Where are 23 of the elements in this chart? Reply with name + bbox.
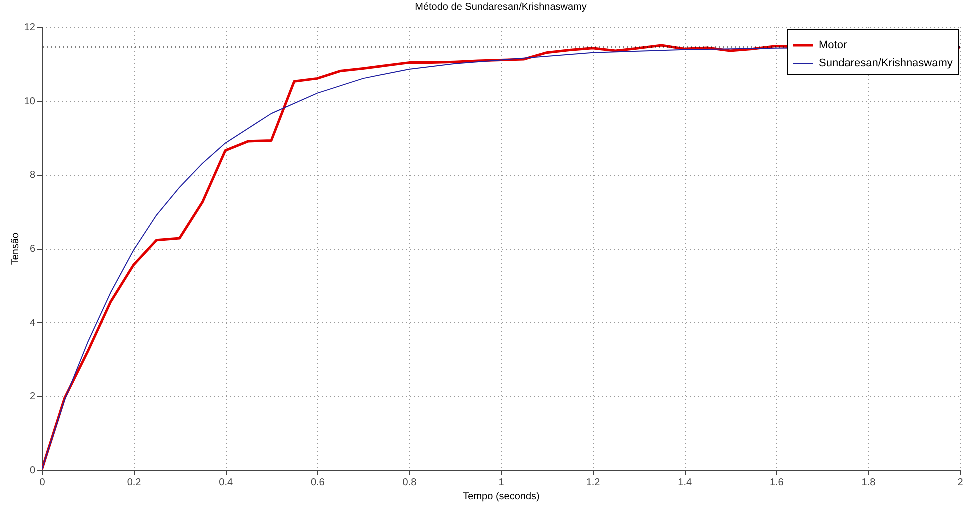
y-tick-label: 6 bbox=[30, 244, 36, 255]
x-tick-label: 2 bbox=[958, 478, 964, 488]
x-axis-title: Tempo (seconds) bbox=[463, 492, 540, 502]
x-tick-label: 1.2 bbox=[586, 478, 601, 488]
x-tick-label: 0.2 bbox=[127, 478, 142, 488]
y-tick-label: 2 bbox=[30, 392, 36, 403]
x-tick-label: 0 bbox=[40, 478, 46, 488]
y-tick-label: 8 bbox=[30, 170, 36, 182]
legend-label: Sundaresan/Krishnaswamy bbox=[819, 58, 954, 70]
y-axis-title: Tensão bbox=[10, 232, 22, 266]
x-tick-label: 1.4 bbox=[678, 478, 692, 488]
x-tick-label: 0.6 bbox=[310, 478, 326, 488]
y-tick-label: 0 bbox=[30, 466, 36, 476]
x-tick-label: 0.4 bbox=[219, 478, 234, 488]
x-tick-label: 1.6 bbox=[770, 478, 784, 488]
x-tick-label: 1.8 bbox=[862, 478, 876, 488]
y-tick-label: 4 bbox=[30, 318, 36, 329]
x-tick-label: 0.8 bbox=[402, 478, 418, 488]
chart-title: Método de Sundaresan/Krishnaswamy bbox=[415, 2, 587, 13]
x-tick-label: 1 bbox=[498, 478, 505, 488]
legend-label: Motor bbox=[819, 40, 848, 52]
y-tick-label: 12 bbox=[24, 22, 36, 34]
y-tick-label: 10 bbox=[24, 96, 36, 108]
